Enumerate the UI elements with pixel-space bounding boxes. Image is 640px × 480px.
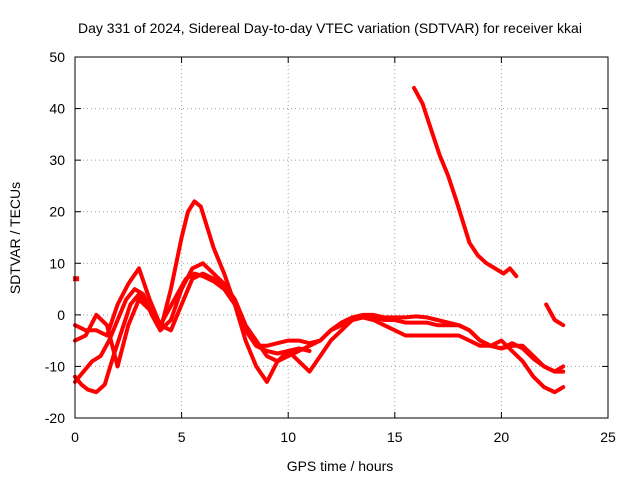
chart-title: Day 331 of 2024, Sidereal Day-to-day VTE… [78, 20, 582, 36]
y-tick-label: 20 [49, 204, 65, 220]
plot-frame [74, 56, 609, 419]
x-tick-label: 5 [178, 429, 186, 445]
x-tick-label: 25 [600, 429, 616, 445]
series-line-s3 [73, 261, 566, 384]
series-point-s7 [73, 276, 80, 282]
y-tick-label: 30 [49, 152, 65, 168]
axis-ticks: 0 5 10 15 20 25 -20 -10 0 10 20 30 40 50 [45, 49, 616, 445]
grid [75, 57, 608, 418]
y-tick-label: 50 [49, 49, 65, 65]
y-axis-label: SDTVAR / TECUs [7, 182, 23, 294]
series-line-s6 [544, 302, 566, 328]
series-line-s4 [73, 199, 566, 395]
y-tick-label: 0 [57, 307, 65, 323]
series-line-s5 [412, 85, 519, 279]
x-tick-label: 0 [71, 429, 79, 445]
y-tick-label: 10 [49, 255, 65, 271]
plot-series [73, 85, 566, 395]
x-axis-label: GPS time / hours [287, 458, 394, 474]
x-tick-label: 15 [387, 429, 403, 445]
x-tick-label: 20 [494, 429, 510, 445]
x-tick-label: 10 [280, 429, 296, 445]
y-tick-label: -10 [45, 358, 65, 374]
y-tick-label: -20 [45, 410, 65, 426]
y-tick-label: 40 [49, 101, 65, 117]
